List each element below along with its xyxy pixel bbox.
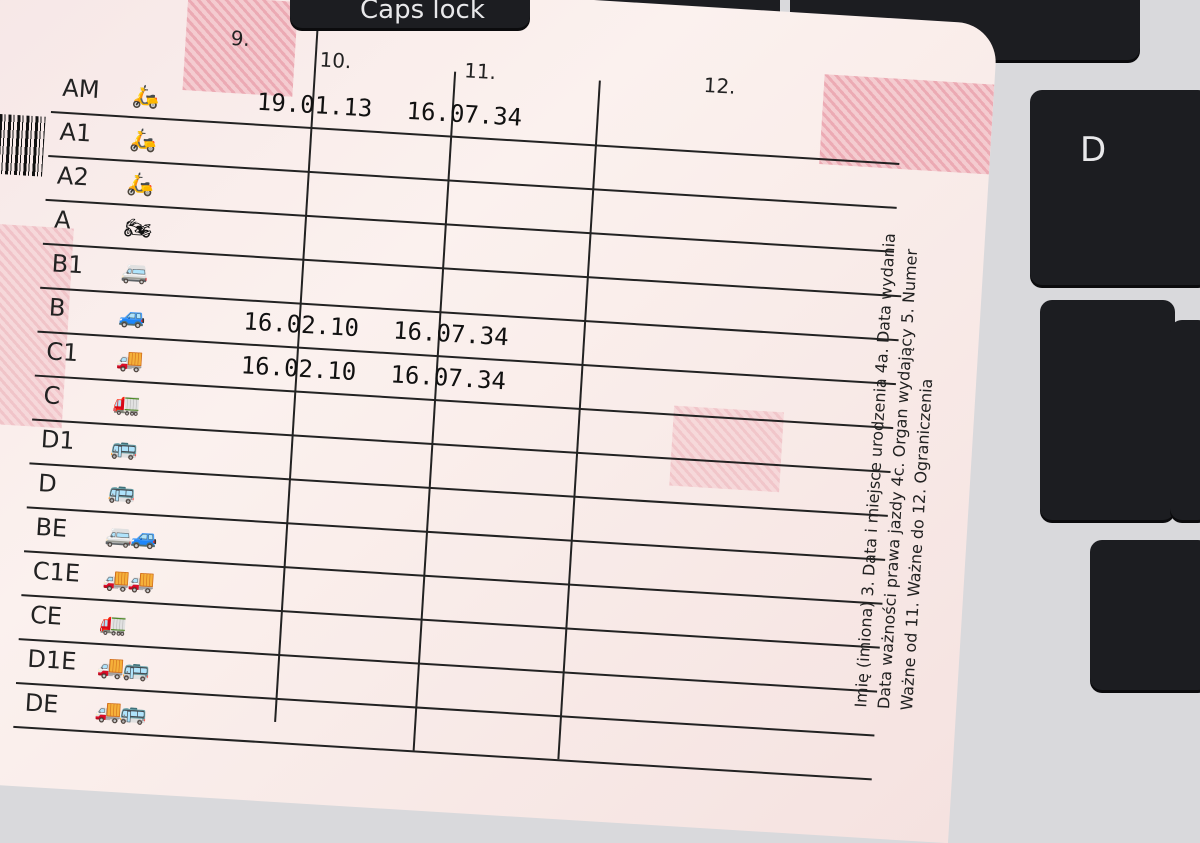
light-truck-icon: 🚚 — [115, 347, 143, 375]
d-key-label: D — [1080, 130, 1107, 170]
valid-from: 16.02.10 — [242, 307, 360, 343]
key[interactable] — [1170, 320, 1200, 520]
truck-icon: 🚛 — [112, 391, 140, 418]
light-truck-trailer-icon: 🚚🚚 — [101, 567, 154, 596]
driving-license-back: 9. 10. 11. 12. AM 🛵 19.01.13 16.07.34 A1… — [0, 0, 999, 843]
valid-to: 16.07.34 — [389, 360, 507, 396]
category-label: BE — [34, 512, 69, 543]
minibus-icon: 🚌 — [109, 435, 137, 462]
bus-icon: 🚌 — [107, 479, 134, 506]
category-label: B1 — [50, 249, 85, 280]
header-col12: 12. — [703, 72, 737, 99]
category-label: A1 — [58, 117, 93, 148]
category-label: CE — [29, 600, 63, 631]
category-label: D1E — [26, 644, 78, 676]
category-label: AM — [61, 73, 101, 104]
car-trailer-icon: 🚐🚙 — [104, 523, 157, 552]
valid-from: 16.02.10 — [239, 351, 358, 387]
category-label: A — [53, 205, 72, 235]
heavy-motorcycle-icon: 🏍 — [123, 215, 151, 243]
category-label: C — [42, 381, 62, 411]
quad-icon: 🚐 — [120, 259, 148, 287]
d-key[interactable]: D — [1030, 90, 1200, 285]
barcode — [0, 113, 46, 177]
key[interactable] — [1090, 540, 1200, 690]
key[interactable] — [1040, 300, 1175, 520]
valid-from: 19.01.13 — [256, 87, 374, 123]
header-col9: 9. — [230, 25, 251, 52]
motorcycle-icon: 🛵 — [125, 171, 153, 199]
light-motorcycle-icon: 🛵 — [128, 127, 156, 155]
caps-lock-label: Caps lock — [360, 0, 485, 25]
category-label: A2 — [56, 161, 90, 192]
category-label: D — [37, 468, 58, 499]
category-label: C1 — [45, 337, 80, 368]
valid-to: 16.07.34 — [405, 96, 523, 132]
minibus-trailer-icon: 🚚🚌 — [96, 654, 149, 683]
valid-to: 16.07.34 — [392, 316, 510, 352]
category-label: C1E — [32, 556, 81, 588]
truck-trailer-icon: 🚛 — [99, 611, 126, 638]
category-label: DE — [23, 688, 60, 719]
car-icon: 🚙 — [117, 303, 145, 331]
category-label: B — [48, 293, 67, 323]
header-col11: 11. — [463, 58, 497, 85]
moped-icon: 🛵 — [131, 84, 159, 111]
header-col10: 10. — [318, 47, 353, 74]
bus-trailer-icon: 🚚🚌 — [93, 698, 146, 727]
category-label: D1 — [40, 425, 76, 456]
caps-lock-key[interactable]: Caps lock — [290, 0, 530, 28]
